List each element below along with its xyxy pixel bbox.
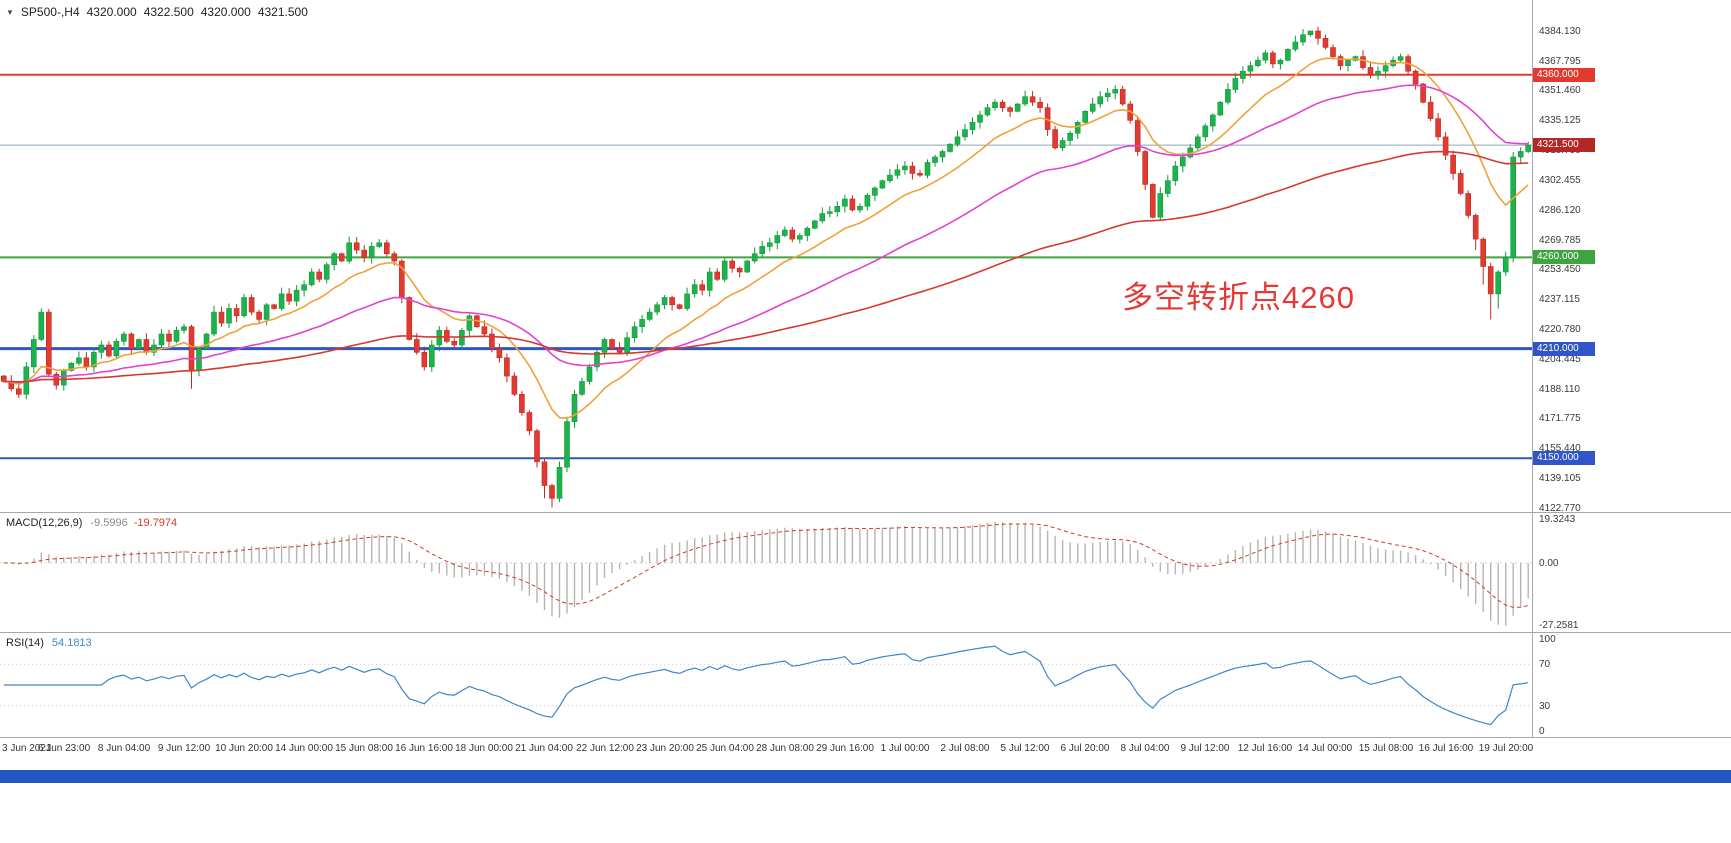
moving-average-line [3, 84, 1529, 384]
time-axis-label: 9 Jul 12:00 [1180, 743, 1230, 754]
time-axis-label: 29 Jun 16:00 [816, 743, 874, 754]
axis-tick-label: 4335.125 [1539, 115, 1581, 127]
level-price-tag: 4360.000 [1533, 68, 1595, 82]
bar-high-value: 4322.500 [143, 5, 194, 19]
bar-open-value: 4320.000 [86, 5, 137, 19]
axis-tick-label: 4139.105 [1539, 473, 1581, 485]
level-price-tag: 4210.000 [1533, 342, 1595, 356]
time-axis-label: 8 Jul 04:00 [1120, 743, 1170, 754]
time-axis-label: 21 Jun 04:00 [515, 743, 573, 754]
axis-tick-label: -27.2581 [1539, 619, 1579, 631]
moving-average-line [3, 150, 1529, 383]
axis-tick-label: 4253.450 [1539, 264, 1581, 276]
time-axis-label: 2 Jul 08:00 [940, 743, 990, 754]
axis-tick-label: 4384.130 [1539, 25, 1581, 37]
axis-tick-label: 4220.780 [1539, 323, 1581, 335]
axis-tick-label: 0 [1539, 726, 1545, 737]
axis-tick-label: 4204.445 [1539, 353, 1581, 365]
time-axis-label: 6 Jul 20:00 [1060, 743, 1110, 754]
macd-label: MACD(12,26,9) -9.5996 -19.7974 [6, 517, 177, 529]
time-axis-label: 3 Jun 2021 [2, 743, 52, 754]
level-price-tag: 4260.000 [1533, 250, 1595, 264]
bar-low-value: 4320.000 [200, 5, 251, 19]
candlestick-chart[interactable] [0, 0, 1731, 512]
time-axis-label: 16 Jun 16:00 [395, 743, 453, 754]
axis-tick-label: 4302.455 [1539, 174, 1581, 186]
level-price-tag: 4150.000 [1533, 451, 1595, 465]
time-axis-label: 16 Jul 16:00 [1418, 743, 1474, 754]
axis-tick-label: 70 [1539, 659, 1551, 671]
axis-tick-label: 4171.775 [1539, 413, 1581, 425]
taskbar-strip [0, 770, 1731, 783]
macd-signal-value: -19.7974 [133, 517, 178, 529]
axis-tick-label: 30 [1539, 700, 1551, 712]
axis-tick-label: 4237.115 [1539, 294, 1580, 306]
macd-panel: MACD(12,26,9) -9.5996 -19.7974 [0, 513, 1731, 633]
macd-main-value: -9.5996 [90, 517, 128, 529]
axis-tick-label: 0.00 [1539, 557, 1559, 569]
macd-axis: 19.3243 0.00 -27.2581 [1533, 513, 1731, 632]
axis-tick-label: 4188.110 [1539, 383, 1580, 395]
time-axis-label: 8 Jun 04:00 [97, 743, 151, 754]
time-axis: 3 Jun 2021 6 Jun 23:00 8 Jun 04:00 9 Jun 12… [0, 740, 1731, 764]
macd-chart [0, 521, 1532, 626]
time-axis-label: 23 Jun 20:00 [636, 743, 694, 754]
moving-average-line [3, 57, 1529, 420]
time-axis-label: 10 Jun 20:00 [215, 743, 273, 754]
axis-tick-label: 4286.120 [1539, 204, 1581, 216]
time-axis-label: 6 Jun 23:00 [37, 743, 91, 754]
bar-close-value: 4321.500 [257, 5, 308, 19]
time-axis-label: 12 Jul 16:00 [1237, 743, 1293, 754]
price-axis: 4384.1304367.7954351.4604335.1254318.790… [1533, 0, 1731, 514]
macd-signal-line [3, 523, 1529, 608]
axis-tick-label: 4122.770 [1539, 502, 1581, 514]
axis-tick-label: 4351.460 [1539, 85, 1581, 97]
time-axis-label: 1 Jul 00:00 [880, 743, 930, 754]
time-axis-label: 15 Jun 08:00 [335, 743, 393, 754]
axis-tick-label: 100 [1539, 634, 1556, 645]
macd-name: MACD(12,26,9) [6, 517, 83, 529]
rsi-name: RSI(14) [6, 637, 44, 649]
chart-header: ▼ SP500-,H4 4320.000 4322.500 4320.000 4… [6, 5, 308, 19]
rsi-label: RSI(14) 54.1813 [6, 637, 92, 649]
time-axis-label: 9 Jun 12:00 [157, 743, 211, 754]
rsi-line [3, 645, 1529, 726]
time-axis-label: 22 Jun 12:00 [576, 743, 634, 754]
current-price-tag: 4321.500 [1533, 138, 1595, 152]
rsi-axis: 100 70 30 0 [1533, 633, 1731, 737]
time-axis-label: 19 Jul 20:00 [1478, 743, 1534, 754]
price-panel[interactable]: ▼ SP500-,H4 4320.000 4322.500 4320.000 4… [0, 0, 1731, 513]
rsi-panel: RSI(14) 54.1813 [0, 633, 1731, 738]
axis-tick-label: 4155.440 [1539, 443, 1581, 455]
time-axis-label: 25 Jun 04:00 [696, 743, 754, 754]
axis-tick-label: 19.3243 [1539, 514, 1576, 526]
chart-annotation: 多空转折点4260 [1122, 280, 1355, 315]
symbol-period-label: SP500-,H4 [20, 5, 80, 19]
time-axis-label: 15 Jul 08:00 [1358, 743, 1414, 754]
time-axis-label: 14 Jul 00:00 [1297, 743, 1353, 754]
axis-tick-label: 4269.785 [1539, 234, 1581, 246]
axis-tick-label: 4367.795 [1539, 55, 1581, 67]
symbol-dropdown-icon[interactable]: ▼ [6, 7, 14, 17]
time-axis-label: 5 Jul 12:00 [1000, 743, 1050, 754]
axis-separator [1532, 0, 1533, 738]
time-axis-label: 18 Jun 00:00 [455, 743, 513, 754]
rsi-chart [0, 645, 1532, 726]
rsi-value: 54.1813 [51, 637, 92, 649]
time-axis-label: 14 Jun 00:00 [275, 743, 333, 754]
time-axis-label: 28 Jun 08:00 [756, 743, 814, 754]
